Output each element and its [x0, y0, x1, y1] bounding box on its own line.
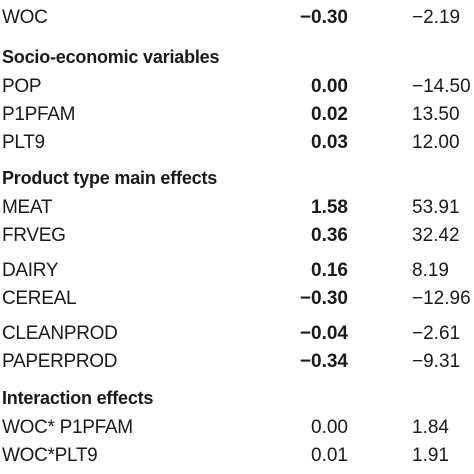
coefficient-value: 0.36 — [311, 225, 348, 246]
variable-label: DAIRY — [2, 260, 59, 281]
variable-label: MEAT — [2, 197, 53, 218]
table-row: POP 0.00 −14.50 — [0, 75, 474, 99]
variable-label: PLT9 — [2, 132, 45, 153]
table-row: WOC* P1PFAM 0.00 1.84 — [0, 416, 474, 440]
table-row: P1PFAM 0.02 13.50 — [0, 103, 474, 127]
t-value: 1.84 — [412, 417, 449, 438]
coefficient-value: 0.03 — [311, 132, 348, 153]
t-value: −12.96 — [412, 288, 471, 309]
t-value: −14.50 — [412, 76, 471, 97]
table-row: MEAT 1.58 53.91 — [0, 196, 474, 220]
table-row: CLEANPROD −0.04 −2.61 — [0, 322, 474, 346]
table-row: CEREAL −0.30 −12.96 — [0, 287, 474, 311]
variable-label: WOC* P1PFAM — [2, 417, 133, 438]
table-row: FRVEG 0.36 32.42 — [0, 224, 474, 248]
table-row: WOC*PLT9 0.01 1.91 — [0, 444, 474, 468]
variable-label: WOC — [2, 7, 48, 28]
variable-label: WOC*PLT9 — [2, 445, 98, 466]
t-value: 32.42 — [412, 225, 460, 246]
t-value: 13.50 — [412, 104, 460, 125]
table-row: DAIRY 0.16 8.19 — [0, 259, 474, 283]
t-value: 8.19 — [412, 260, 449, 281]
coefficient-value: −0.34 — [299, 351, 348, 372]
variable-label: PAPERPROD — [2, 351, 118, 372]
coefficient-value: 0.02 — [311, 104, 348, 125]
variable-label: P1PFAM — [2, 104, 76, 125]
t-value: −9.31 — [412, 351, 461, 372]
coefficient-value: 0.00 — [311, 76, 348, 97]
variable-label: POP — [2, 76, 42, 97]
section-heading: Product type main effects — [2, 168, 218, 188]
t-value: 53.91 — [412, 197, 460, 218]
section-heading: Interaction effects — [2, 388, 154, 408]
variable-label: FRVEG — [2, 225, 66, 246]
coefficient-value: 0.01 — [311, 445, 348, 466]
t-value: −2.61 — [412, 323, 461, 344]
coefficient-value: 1.58 — [311, 197, 348, 218]
table-row: WOC −0.30 −2.19 — [0, 6, 474, 30]
variable-label: CEREAL — [2, 288, 77, 309]
t-value: 12.00 — [412, 132, 460, 153]
coefficient-value: 0.16 — [311, 260, 348, 281]
coefficient-value: −0.04 — [299, 323, 348, 344]
t-value: 1.91 — [412, 445, 449, 466]
section-heading: Socio-economic variables — [2, 47, 220, 67]
coefficient-value: −0.30 — [299, 288, 348, 309]
table-row: PAPERPROD −0.34 −9.31 — [0, 350, 474, 374]
coefficient-value: 0.00 — [311, 417, 348, 438]
variable-label: CLEANPROD — [2, 323, 118, 344]
table-row: PLT9 0.03 12.00 — [0, 131, 474, 155]
coefficient-value: −0.30 — [299, 7, 348, 28]
t-value: −2.19 — [412, 7, 461, 28]
